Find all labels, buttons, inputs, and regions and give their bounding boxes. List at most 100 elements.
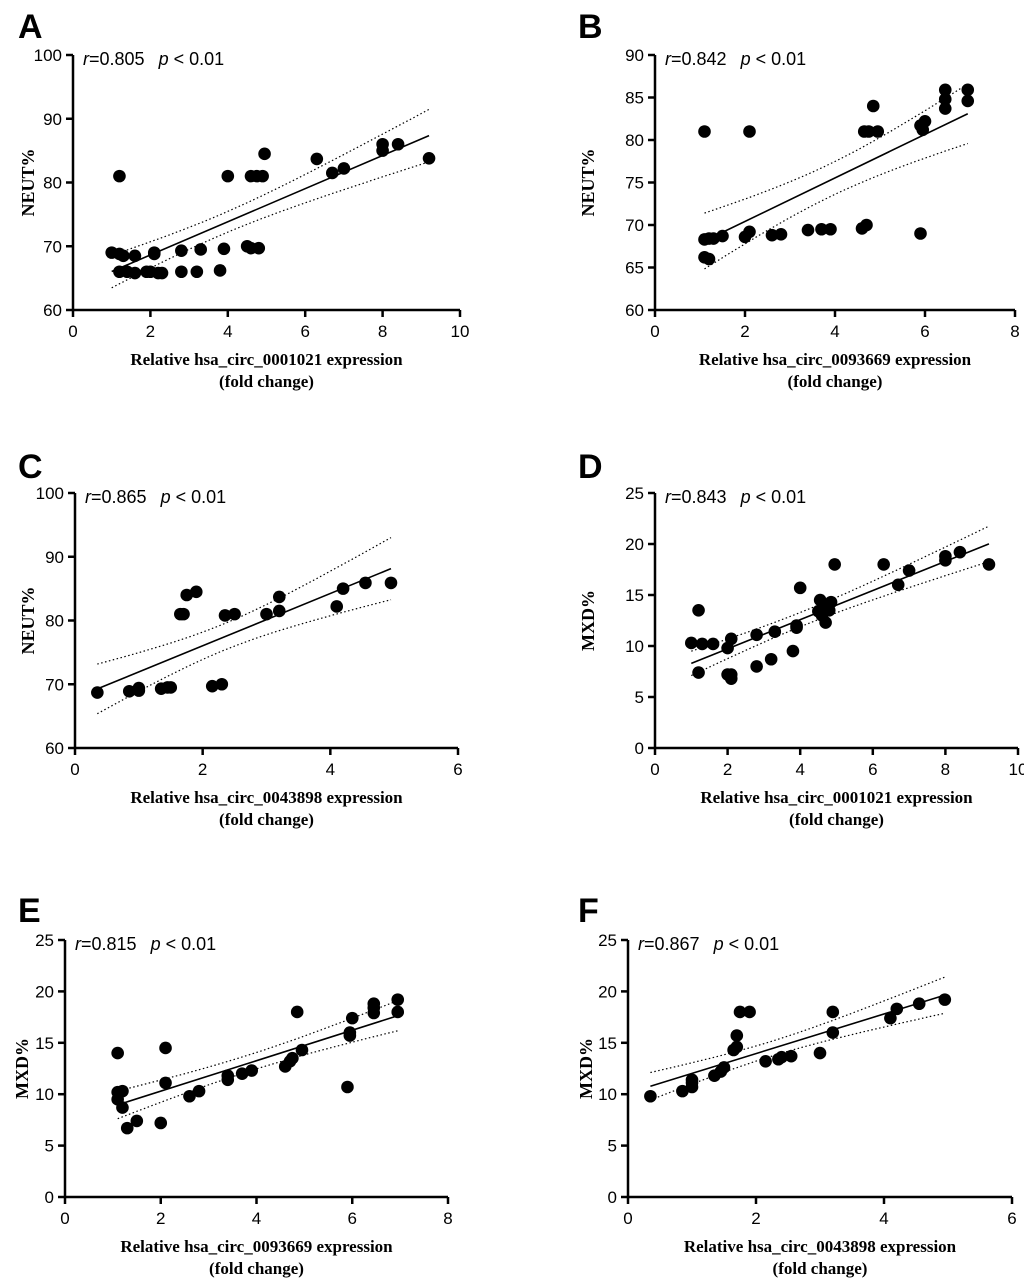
x-axis-label-line1: Relative hsa_circ_0001021 expression [700, 788, 973, 807]
data-point [698, 125, 711, 138]
data-point [128, 266, 142, 280]
data-point [272, 604, 286, 618]
correlation-stat: r=0.867 p < 0.01 [638, 934, 779, 954]
ci-lower-band [650, 1012, 945, 1101]
y-tick-label: 10 [598, 1085, 617, 1104]
x-axis-label-line2: (fold change) [209, 1259, 304, 1278]
panel-b: B 60 65 70 75 80 85 90 0 2 4 6 8 NEUT% Relative hsa_ci… [578, 8, 1020, 391]
y-tick-label: 0 [45, 1188, 54, 1207]
data-point [213, 264, 227, 277]
data-point [774, 228, 788, 241]
y-tick-label: 90 [625, 46, 644, 65]
y-axis-label: NEUT% [578, 148, 598, 216]
panel-c: C 60 70 80 90 100 0 2 4 6 NEUT% Relative hsa_circ_0… [18, 448, 463, 829]
x-tick-label: 4 [795, 760, 804, 779]
data-point [154, 1116, 168, 1130]
y-tick-label: 70 [625, 216, 644, 235]
data-point [750, 660, 763, 673]
data-point [750, 628, 763, 642]
y-tick-label: 60 [43, 301, 62, 320]
x-tick-label: 0 [623, 1209, 632, 1228]
y-tick-label: 60 [625, 301, 644, 320]
data-point [730, 1029, 744, 1042]
data-point [91, 686, 104, 699]
data-point [784, 1049, 798, 1063]
regression-line [691, 543, 990, 665]
y-tick-label: 10 [35, 1085, 54, 1104]
data-point [801, 223, 815, 237]
data-point [286, 1051, 299, 1065]
y-tick-label: 60 [45, 739, 64, 758]
data-point [961, 94, 975, 108]
data-point [155, 266, 169, 280]
data-point [341, 1080, 354, 1094]
data-point [918, 115, 932, 128]
data-point [290, 1005, 304, 1019]
y-tick-label: 0 [608, 1188, 617, 1207]
data-point [113, 169, 126, 183]
data-point [147, 246, 161, 259]
data-point [912, 997, 926, 1011]
x-tick-label: 2 [751, 1209, 760, 1228]
panel-letter: B [578, 8, 603, 46]
p-value: < 0.01 [161, 934, 217, 954]
correlation-stat: r=0.805 p < 0.01 [83, 49, 224, 69]
data-point [260, 607, 273, 621]
x-axis-label-line1: Relative hsa_circ_0043898 expression [684, 1237, 957, 1256]
p-value: < 0.01 [751, 49, 807, 69]
data-point [325, 166, 339, 180]
data-point [786, 644, 800, 658]
p-value: < 0.01 [169, 49, 225, 69]
data-point [813, 1046, 827, 1060]
data-point [159, 1041, 172, 1055]
r-value: =0.867 [644, 934, 700, 954]
data-point [116, 1084, 129, 1098]
data-point [759, 1055, 772, 1068]
data-point [194, 243, 208, 256]
x-tick-label: 6 [348, 1209, 357, 1228]
data-point [764, 652, 778, 666]
x-tick-label: 8 [443, 1209, 452, 1228]
data-point [692, 604, 705, 617]
y-tick-label: 15 [625, 586, 644, 605]
data-point [391, 1005, 405, 1019]
x-tick-label: 10 [451, 322, 470, 341]
y-tick-label: 25 [625, 484, 644, 503]
data-point [871, 125, 885, 138]
data-point [343, 1029, 357, 1042]
data-point [221, 1069, 235, 1082]
y-tick-label: 85 [625, 89, 644, 108]
x-axis-label-line2: (fold change) [219, 810, 314, 829]
data-point [938, 92, 952, 106]
y-tick-label: 90 [43, 110, 62, 129]
x-tick-label: 0 [650, 760, 659, 779]
x-axis-label-line2: (fold change) [219, 372, 314, 391]
panel-e: E 0 5 10 15 20 25 0 2 4 6 8 MXD% Relative hsa_circ_00… [12, 892, 453, 1278]
y-axis-label: MXD% [12, 1038, 32, 1099]
data-point [345, 1011, 359, 1025]
ci-upper-band [97, 537, 392, 665]
correlation-stat: r=0.815 p < 0.01 [75, 934, 216, 954]
panel-letter: D [578, 448, 603, 486]
data-point [215, 677, 229, 691]
y-tick-label: 5 [608, 1137, 617, 1156]
x-tick-label: 0 [60, 1209, 69, 1228]
p-symbol: p [713, 934, 724, 954]
x-tick-label: 4 [223, 322, 232, 341]
data-point [730, 1040, 744, 1054]
data-point [828, 558, 841, 571]
data-point [310, 152, 324, 166]
data-point [183, 1089, 196, 1103]
data-point [743, 225, 756, 239]
y-tick-label: 100 [34, 46, 62, 65]
x-tick-label: 0 [70, 760, 79, 779]
data-point [391, 137, 405, 151]
regression-line [117, 1014, 398, 1106]
x-axis-label-line2: (fold change) [773, 1259, 868, 1278]
ci-lower-band [691, 561, 990, 677]
p-value: < 0.01 [171, 487, 227, 507]
data-point [890, 1002, 904, 1016]
data-point [768, 625, 782, 639]
data-point [272, 590, 286, 604]
data-point [422, 151, 436, 165]
